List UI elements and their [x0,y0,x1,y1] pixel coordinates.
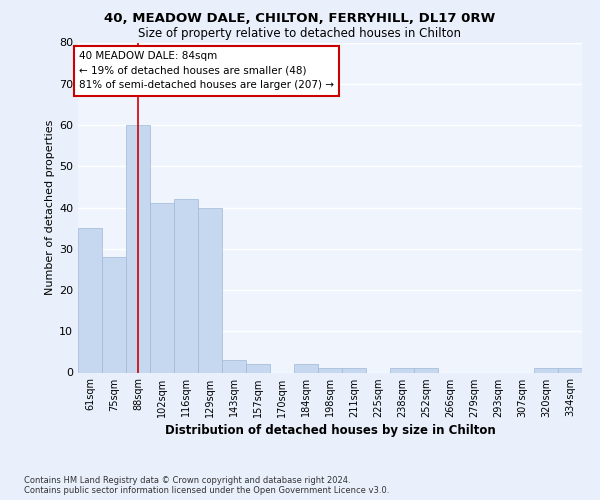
Bar [414,368,438,372]
Bar [558,368,582,372]
Bar [222,360,246,372]
X-axis label: Distribution of detached houses by size in Chilton: Distribution of detached houses by size … [164,424,496,437]
Bar [390,368,414,372]
Text: 40, MEADOW DALE, CHILTON, FERRYHILL, DL17 0RW: 40, MEADOW DALE, CHILTON, FERRYHILL, DL1… [104,12,496,26]
Bar [150,204,174,372]
Bar [534,368,558,372]
Bar [294,364,318,372]
Text: Contains HM Land Registry data © Crown copyright and database right 2024.
Contai: Contains HM Land Registry data © Crown c… [24,476,389,495]
Bar [174,199,198,372]
Bar [126,125,150,372]
Y-axis label: Number of detached properties: Number of detached properties [45,120,55,295]
Bar [102,257,126,372]
Bar [318,368,342,372]
Text: 40 MEADOW DALE: 84sqm
← 19% of detached houses are smaller (48)
81% of semi-deta: 40 MEADOW DALE: 84sqm ← 19% of detached … [79,51,334,90]
Bar [78,228,102,372]
Text: Size of property relative to detached houses in Chilton: Size of property relative to detached ho… [139,28,461,40]
Bar [342,368,366,372]
Bar [246,364,270,372]
Bar [198,208,222,372]
